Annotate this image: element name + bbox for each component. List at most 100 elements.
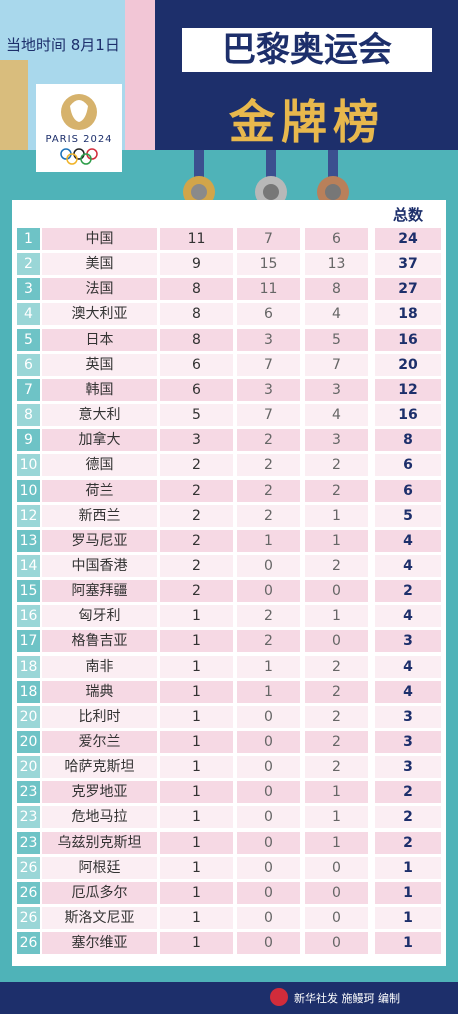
total: 16 (375, 404, 441, 427)
gold: 6 (160, 353, 233, 376)
country: 美国 (42, 253, 157, 276)
footer-bg (0, 982, 458, 1014)
total: 2 (375, 806, 441, 829)
total: 5 (375, 504, 441, 527)
bronze: 0 (305, 932, 368, 955)
gold: 2 (160, 554, 233, 577)
gold: 5 (160, 404, 233, 427)
logo-art (60, 94, 98, 165)
rank: 6 (17, 353, 40, 376)
rank: 20 (17, 705, 40, 728)
bronze: 8 (305, 278, 368, 301)
silver: 7 (237, 404, 300, 427)
country: 匈牙利 (42, 605, 157, 628)
rank: 23 (17, 806, 40, 829)
total-header: 总数 (392, 206, 423, 224)
silver: 15 (237, 253, 300, 276)
country: 德国 (42, 454, 157, 477)
total: 4 (375, 554, 441, 577)
gold: 1 (160, 856, 233, 879)
country: 韩国 (42, 378, 157, 401)
total: 24 (375, 228, 441, 250)
gold: 1 (160, 731, 233, 753)
country: 格鲁吉亚 (42, 630, 157, 653)
silver: 0 (237, 806, 300, 829)
gold: 1 (160, 630, 233, 653)
rank: 17 (17, 630, 40, 653)
total: 8 (375, 429, 441, 452)
silver: 2 (237, 479, 300, 502)
bronze: 5 (305, 328, 368, 351)
rank: 3 (17, 278, 40, 301)
bronze: 1 (305, 529, 368, 552)
country: 日本 (42, 328, 157, 351)
total: 4 (375, 529, 441, 552)
silver: 0 (237, 831, 300, 854)
title: 巴黎奥运会 (182, 28, 432, 72)
credit: 新华社发 施鳗珂 编制 (294, 992, 400, 1005)
bronze: 2 (305, 454, 368, 477)
header-bg (155, 0, 458, 155)
gold: 2 (160, 580, 233, 603)
silver: 1 (237, 529, 300, 552)
bronze: 0 (305, 856, 368, 879)
gold: 1 (160, 932, 233, 955)
country: 澳大利亚 (42, 303, 157, 326)
country: 荷兰 (42, 479, 157, 502)
gold: 3 (160, 429, 233, 452)
rank: 10 (17, 479, 40, 502)
footer-icon (270, 988, 288, 1006)
total: 27 (375, 278, 441, 301)
country: 爱尔兰 (42, 731, 157, 753)
bronze: 1 (305, 504, 368, 527)
total: 20 (375, 353, 441, 376)
gold: 1 (160, 705, 233, 728)
bronze: 1 (305, 831, 368, 854)
rank: 18 (17, 680, 40, 703)
gold: 2 (160, 479, 233, 502)
gold: 1 (160, 605, 233, 628)
country: 法国 (42, 278, 157, 301)
country: 瑞典 (42, 680, 157, 703)
rank: 7 (17, 378, 40, 401)
rank: 26 (17, 881, 40, 904)
rank: 18 (17, 655, 40, 678)
gold: 1 (160, 756, 233, 779)
silver: 3 (237, 378, 300, 401)
bronze: 2 (305, 655, 368, 678)
bronze: 4 (305, 404, 368, 427)
total: 37 (375, 253, 441, 276)
gold: 11 (160, 228, 233, 250)
country: 南非 (42, 655, 157, 678)
gold: 1 (160, 781, 233, 804)
rank: 4 (17, 303, 40, 326)
bronze: 4 (305, 303, 368, 326)
bronze: 2 (305, 705, 368, 728)
gold: 1 (160, 655, 233, 678)
silver: 0 (237, 907, 300, 930)
gold: 1 (160, 680, 233, 703)
rank: 9 (17, 429, 40, 452)
rank: 8 (17, 404, 40, 427)
silver: 6 (237, 303, 300, 326)
subtitle: 金牌榜 (229, 95, 385, 149)
bronze: 2 (305, 680, 368, 703)
gold: 1 (160, 806, 233, 829)
silver: 7 (237, 353, 300, 376)
bronze: 1 (305, 806, 368, 829)
rank: 15 (17, 580, 40, 603)
date: 当地时间 8月1日 (6, 36, 120, 54)
country: 危地马拉 (42, 806, 157, 829)
bronze: 3 (305, 378, 368, 401)
rank: 20 (17, 731, 40, 753)
bronze: 7 (305, 353, 368, 376)
silver: 0 (237, 580, 300, 603)
logo-text: PARIS 2024 (45, 134, 113, 145)
silver: 2 (237, 630, 300, 653)
gold: 2 (160, 529, 233, 552)
gold: 8 (160, 303, 233, 326)
silver: 3 (237, 328, 300, 351)
logo: PARIS 2024 (36, 84, 122, 172)
silver: 0 (237, 781, 300, 804)
